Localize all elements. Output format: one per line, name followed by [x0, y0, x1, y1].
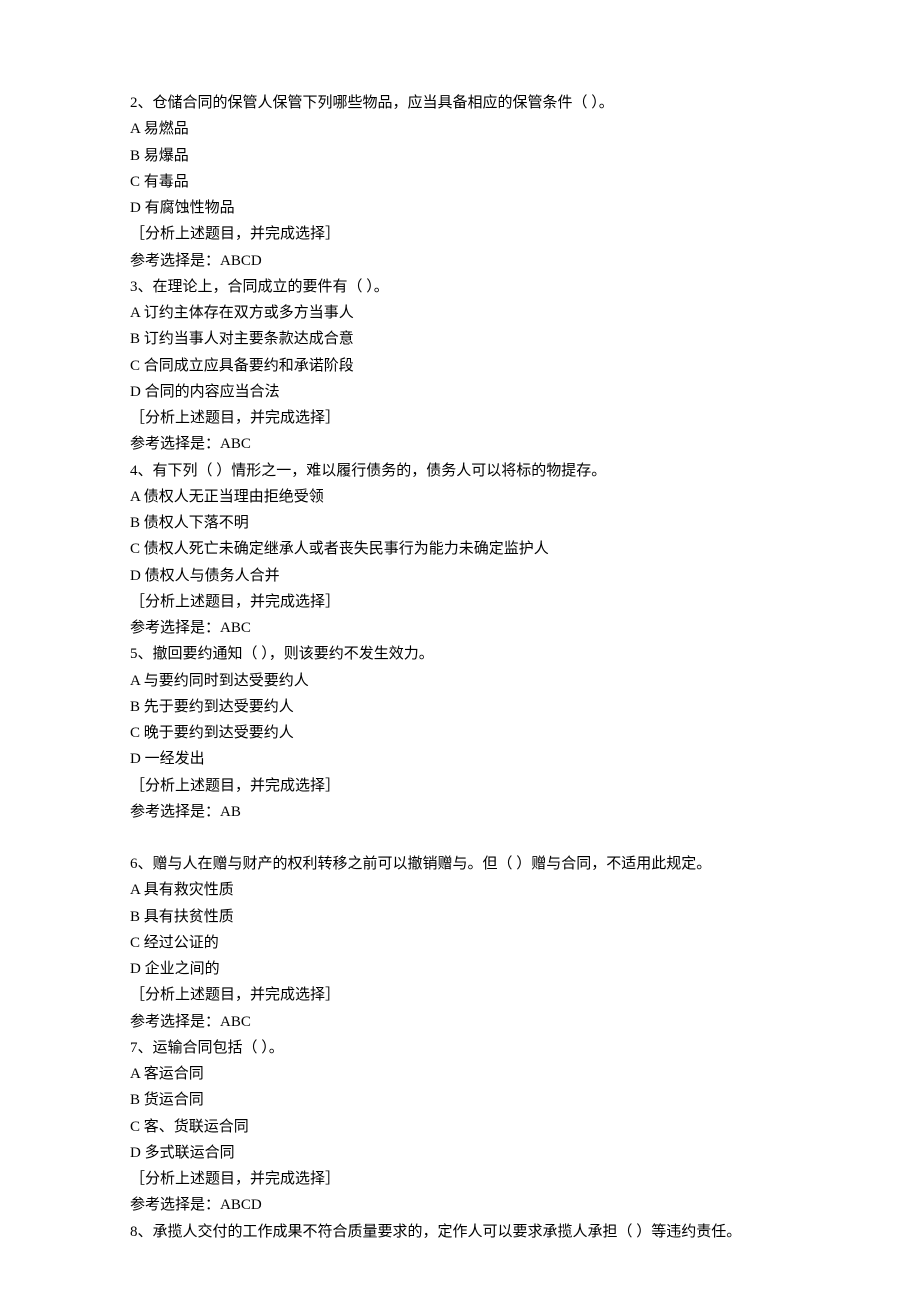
- option-a: A 具有救灾性质: [130, 877, 790, 903]
- instruction: ［分析上述题目，并完成选择］: [130, 1166, 790, 1192]
- option-b: B 货运合同: [130, 1087, 790, 1113]
- answer: 参考选择是：ABCD: [130, 248, 790, 274]
- question-stem: 5、撤回要约通知（ ），则该要约不发生效力。: [130, 641, 790, 667]
- option-c: C 有毒品: [130, 169, 790, 195]
- instruction: ［分析上述题目，并完成选择］: [130, 221, 790, 247]
- answer: 参考选择是：ABC: [130, 615, 790, 641]
- option-a: A 债权人无正当理由拒绝受领: [130, 484, 790, 510]
- option-d: D 多式联运合同: [130, 1140, 790, 1166]
- question-stem: 2、仓储合同的保管人保管下列哪些物品，应当具备相应的保管条件（ ）。: [130, 90, 790, 116]
- option-c: C 经过公证的: [130, 930, 790, 956]
- option-b: B 易爆品: [130, 143, 790, 169]
- answer: 参考选择是：ABCD: [130, 1192, 790, 1218]
- option-a: A 与要约同时到达受要约人: [130, 668, 790, 694]
- option-d: D 企业之间的: [130, 956, 790, 982]
- option-a: A 客运合同: [130, 1061, 790, 1087]
- instruction: ［分析上述题目，并完成选择］: [130, 405, 790, 431]
- question-stem: 3、在理论上，合同成立的要件有（ ）。: [130, 274, 790, 300]
- answer: 参考选择是：ABC: [130, 431, 790, 457]
- question-stem: 7、运输合同包括（ ）。: [130, 1035, 790, 1061]
- option-d: D 有腐蚀性物品: [130, 195, 790, 221]
- question-stem: 8、承揽人交付的工作成果不符合质量要求的，定作人可以要求承揽人承担（ ）等违约责…: [130, 1219, 790, 1245]
- option-a: A 易燃品: [130, 116, 790, 142]
- option-d: D 合同的内容应当合法: [130, 379, 790, 405]
- option-d: D 一经发出: [130, 746, 790, 772]
- option-b: B 具有扶贫性质: [130, 904, 790, 930]
- option-c: C 债权人死亡未确定继承人或者丧失民事行为能力未确定监护人: [130, 536, 790, 562]
- answer: 参考选择是：AB: [130, 799, 790, 825]
- option-d: D 债权人与债务人合并: [130, 563, 790, 589]
- instruction: ［分析上述题目，并完成选择］: [130, 773, 790, 799]
- instruction: ［分析上述题目，并完成选择］: [130, 589, 790, 615]
- document-body: 2、仓储合同的保管人保管下列哪些物品，应当具备相应的保管条件（ ）。 A 易燃品…: [130, 90, 790, 1245]
- paragraph-gap: [130, 825, 790, 851]
- answer: 参考选择是：ABC: [130, 1009, 790, 1035]
- option-b: B 债权人下落不明: [130, 510, 790, 536]
- instruction: ［分析上述题目，并完成选择］: [130, 982, 790, 1008]
- option-c: C 客、货联运合同: [130, 1114, 790, 1140]
- option-b: B 订约当事人对主要条款达成合意: [130, 326, 790, 352]
- option-c: C 晚于要约到达受要约人: [130, 720, 790, 746]
- option-b: B 先于要约到达受要约人: [130, 694, 790, 720]
- question-stem: 4、有下列（ ）情形之一，难以履行债务的，债务人可以将标的物提存。: [130, 458, 790, 484]
- option-a: A 订约主体存在双方或多方当事人: [130, 300, 790, 326]
- question-stem: 6、赠与人在赠与财产的权利转移之前可以撤销赠与。但（ ）赠与合同，不适用此规定。: [130, 851, 790, 877]
- option-c: C 合同成立应具备要约和承诺阶段: [130, 353, 790, 379]
